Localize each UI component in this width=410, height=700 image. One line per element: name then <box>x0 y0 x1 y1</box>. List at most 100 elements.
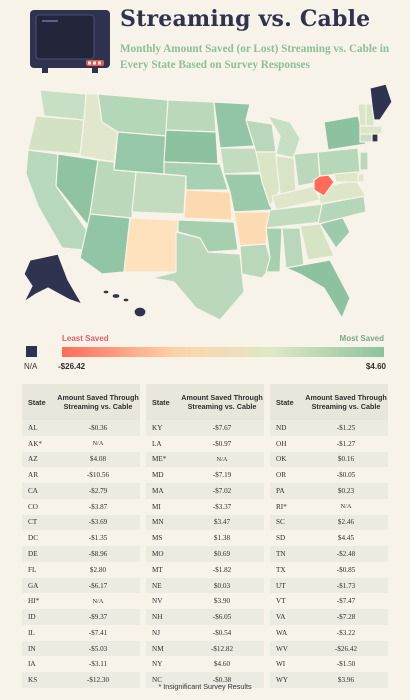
state-md <box>333 171 359 183</box>
state-code: ND <box>276 423 287 432</box>
table-row: HI* N/A <box>22 593 140 609</box>
state-code: NH <box>152 613 163 622</box>
table-row: OH -$1.27 <box>270 436 388 452</box>
table-row: MI -$3.37 <box>146 499 264 515</box>
table-body: KY -$7.67 LA -$0.97 ME* N/A MD -$7.19 MA -$7.02 MI… <box>146 420 264 689</box>
table-row: SC $2.46 <box>270 514 388 531</box>
state-tx <box>151 231 245 321</box>
state-az <box>79 213 131 275</box>
table-row: NY $4.60 <box>146 656 264 672</box>
table-row: MO $0.69 <box>146 546 264 562</box>
state-ny <box>323 115 367 151</box>
table-header: State Amount Saved Through Streaming vs. … <box>270 384 388 420</box>
page-title: Streaming vs. Cable <box>120 6 371 32</box>
table-row: TX -$0.85 <box>270 562 388 578</box>
state-code: KS <box>28 676 38 685</box>
table-row: AK* N/A <box>22 436 140 452</box>
state-value: $0.16 <box>337 455 355 464</box>
state-code: WY <box>276 676 288 685</box>
table-row: CT -$3.69 <box>22 514 140 531</box>
table-row: ID -$9.37 <box>22 609 140 625</box>
legend-least-label: Least Saved <box>62 334 109 343</box>
state-value: -$8.96 <box>88 550 108 558</box>
state-code: MS <box>152 534 163 543</box>
table-row: MS $1.38 <box>146 530 264 546</box>
state-code: DE <box>28 550 38 558</box>
state-value: -$0.36 <box>88 423 108 432</box>
state-value: $1.38 <box>213 534 231 543</box>
table-row: RI* N/A <box>270 499 388 515</box>
table-header: State Amount Saved Through Streaming vs. … <box>22 384 140 420</box>
state-mo <box>223 173 273 213</box>
legend-gradient-bar <box>62 347 384 357</box>
state-value: $2.46 <box>337 518 355 527</box>
table-row: NE $0.03 <box>146 577 264 594</box>
na-swatch <box>26 346 37 357</box>
table-row: LA -$0.97 <box>146 436 264 452</box>
state-code: OR <box>276 471 286 480</box>
legend: N/A Least Saved Most Saved -$26.42 $4.60 <box>22 332 388 372</box>
state-hi-3 <box>122 297 130 303</box>
state-value: -$1.27 <box>336 439 356 448</box>
state-value: $0.69 <box>213 550 231 558</box>
state-code: PA <box>276 486 285 495</box>
state-value: N/A <box>92 597 104 605</box>
state-in <box>275 155 297 195</box>
table-row: NJ -$0.54 <box>146 625 264 641</box>
state-value: -$5.03 <box>88 644 108 653</box>
state-code: MD <box>152 471 164 480</box>
state-code: AL <box>28 423 38 432</box>
state-value: N/A <box>340 503 352 511</box>
table-row: NH -$6.05 <box>146 609 264 625</box>
state-code: ID <box>28 613 36 622</box>
state-value: -$3.69 <box>88 518 108 527</box>
state-wi <box>245 119 277 153</box>
state-value: -$6.17 <box>88 581 108 590</box>
state-code: MN <box>152 518 164 527</box>
state-table: State Amount Saved Through Streaming vs. … <box>22 384 140 689</box>
state-code: NC <box>152 676 162 685</box>
table-row: KS -$12.30 <box>22 672 140 689</box>
state-fl <box>285 259 351 319</box>
state-value: -$26.42 <box>334 644 358 653</box>
header-amount: Amount Saved Through Streaming vs. Cable <box>305 393 387 411</box>
state-sd <box>163 129 219 165</box>
table-row: FL $2.80 <box>22 562 140 578</box>
state-code: WA <box>276 628 288 637</box>
state-code: IL <box>28 628 35 637</box>
legend-most-label: Most Saved <box>339 334 384 343</box>
table-row: MD -$7.19 <box>146 467 264 483</box>
state-code: CA <box>28 486 38 495</box>
table-row: MN $3.47 <box>146 514 264 531</box>
state-pa <box>317 147 361 177</box>
state-value: -$7.47 <box>336 597 356 606</box>
page-subtitle: Monthly Amount Saved (or Lost) Streaming… <box>120 43 390 71</box>
state-value: -$0.38 <box>212 676 232 685</box>
state-value: -$7.19 <box>212 471 232 480</box>
header-amount: Amount Saved Through Streaming vs. Cable <box>57 393 139 411</box>
state-code: MT <box>152 565 163 574</box>
state-code: MO <box>152 550 164 558</box>
state-hi-4 <box>133 306 147 318</box>
state-value: -$6.05 <box>212 613 232 622</box>
state-code: AZ <box>28 455 38 464</box>
table-row: AZ $4.08 <box>22 451 140 468</box>
table-row: VT -$7.47 <box>270 593 388 609</box>
state-ar <box>233 211 271 247</box>
table-row: ND -$1.25 <box>270 420 388 436</box>
state-value: -$2.48 <box>336 550 356 558</box>
table-row: SD $4.45 <box>270 530 388 546</box>
table-row: CO -$3.87 <box>22 499 140 515</box>
table-row: DE -$8.96 <box>22 546 140 562</box>
table-row: IN -$5.03 <box>22 640 140 657</box>
header-state: State <box>152 397 170 407</box>
state-code: FL <box>28 565 37 574</box>
state-ct <box>359 133 373 143</box>
state-code: CT <box>28 518 38 527</box>
state-value: -$7.28 <box>336 613 356 622</box>
state-al <box>281 227 305 271</box>
state-code: SC <box>276 518 285 527</box>
state-code: AR <box>28 471 38 480</box>
state-value: -$1.82 <box>212 565 232 574</box>
state-value: -$1.50 <box>336 660 356 669</box>
